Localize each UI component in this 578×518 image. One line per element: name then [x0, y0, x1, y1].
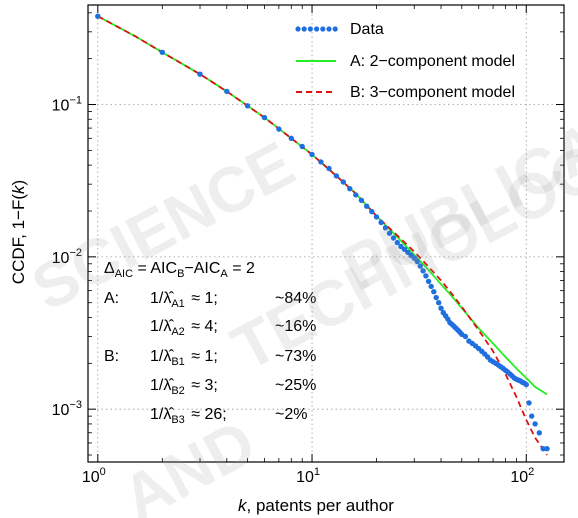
legend-label: B: 3−component model	[350, 84, 515, 101]
data-point	[333, 173, 340, 179]
data-point	[358, 197, 365, 203]
annotation-percentage: ~84%	[275, 290, 316, 307]
data-point	[540, 446, 546, 452]
legend-marker-data	[332, 26, 338, 32]
plot-frame	[87, 4, 565, 463]
data-point	[364, 203, 370, 209]
data-point	[436, 300, 442, 306]
annotation-block: ΔAIC = AICB−AICA = 2 A: 1/λ̂A1 ≈ 1; ~84% 1/λ…	[104, 260, 316, 426]
legend: Data A: 2−component model B: 3−component m…	[295, 21, 515, 101]
series-data-points	[95, 13, 550, 452]
ticks	[88, 5, 564, 462]
data-point	[224, 88, 230, 95]
data-point	[353, 192, 359, 198]
data-point	[425, 278, 432, 285]
annotation-lambda-row: 1/λ̂A1 ≈ 1;	[150, 290, 218, 310]
series-layer	[95, 13, 550, 456]
tick-labels: 100 101 102 10−3 10−2 10−1	[52, 95, 535, 486]
x-tick-label: 101	[296, 466, 320, 486]
annotation-percentage: ~2%	[275, 406, 307, 423]
data-point	[420, 268, 426, 274]
data-point	[197, 71, 203, 77]
data-point	[523, 381, 529, 388]
data-point	[244, 103, 251, 109]
annotation-lambda-row: 1/λ̂B2 ≈ 3;	[150, 377, 218, 397]
annotation-percentage: ~73%	[275, 348, 316, 365]
legend-marker-data	[301, 26, 307, 32]
annotation-percentage: ~25%	[275, 377, 316, 394]
data-point	[423, 273, 429, 279]
data-point	[95, 13, 101, 19]
data-point	[347, 186, 353, 192]
annotation-model-prefix: B:	[104, 348, 119, 365]
data-point	[529, 413, 535, 419]
data-point	[369, 208, 375, 215]
data-point	[386, 230, 393, 236]
annotation-lambda-row: 1/λ̂A2 ≈ 4;	[150, 318, 218, 338]
legend-marker-data	[295, 26, 301, 32]
x-axis-label: k, patents per author	[238, 496, 394, 515]
legend-label: Data	[350, 21, 384, 38]
data-point	[159, 49, 165, 55]
data-point	[433, 294, 439, 301]
annotation-model-prefix: A:	[104, 290, 119, 307]
data-point	[414, 258, 420, 265]
annotation-lambda-row: 1/λ̂B3 ≈ 26;	[150, 406, 227, 426]
y-tick-label: 10−1	[52, 95, 82, 115]
data-point	[309, 151, 315, 158]
data-point	[340, 179, 346, 185]
data-point	[431, 289, 437, 295]
data-point	[378, 219, 384, 226]
data-point	[417, 263, 423, 269]
data-point	[382, 225, 389, 231]
legend-marker-data	[320, 26, 326, 32]
x-tick-label: 100	[82, 466, 106, 486]
grid	[88, 5, 564, 462]
annotation-delta-aic: ΔAIC = AICB−AICA = 2	[104, 260, 255, 280]
legend-label: A: 2−component model	[350, 53, 515, 70]
data-point	[428, 283, 434, 290]
data-point	[532, 421, 538, 427]
data-point	[373, 214, 380, 220]
data-point	[261, 114, 268, 121]
data-point	[536, 430, 542, 436]
data-point	[326, 165, 332, 172]
data-point	[390, 235, 397, 241]
data-point	[526, 400, 532, 406]
data-point	[462, 333, 469, 340]
y-axis-label: CCDF, 1−F(k)	[9, 180, 28, 284]
data-point	[288, 135, 294, 141]
data-point	[318, 159, 324, 165]
legend-marker-data	[314, 26, 320, 32]
data-point	[438, 305, 444, 311]
series-line-3-component-model	[97, 15, 548, 456]
y-tick-label: 10−2	[52, 247, 82, 267]
data-point	[299, 143, 305, 150]
annotation-lambda-row: 1/λ̂B1 ≈ 1;	[150, 348, 218, 368]
x-tick-label: 102	[510, 466, 534, 486]
data-point	[394, 239, 400, 246]
legend-marker-data	[307, 26, 313, 32]
y-tick-label: 10−3	[52, 399, 82, 419]
legend-marker-data	[326, 26, 332, 32]
data-point	[544, 446, 550, 452]
annotation-percentage: ~16%	[275, 318, 316, 335]
data-point	[276, 126, 282, 132]
